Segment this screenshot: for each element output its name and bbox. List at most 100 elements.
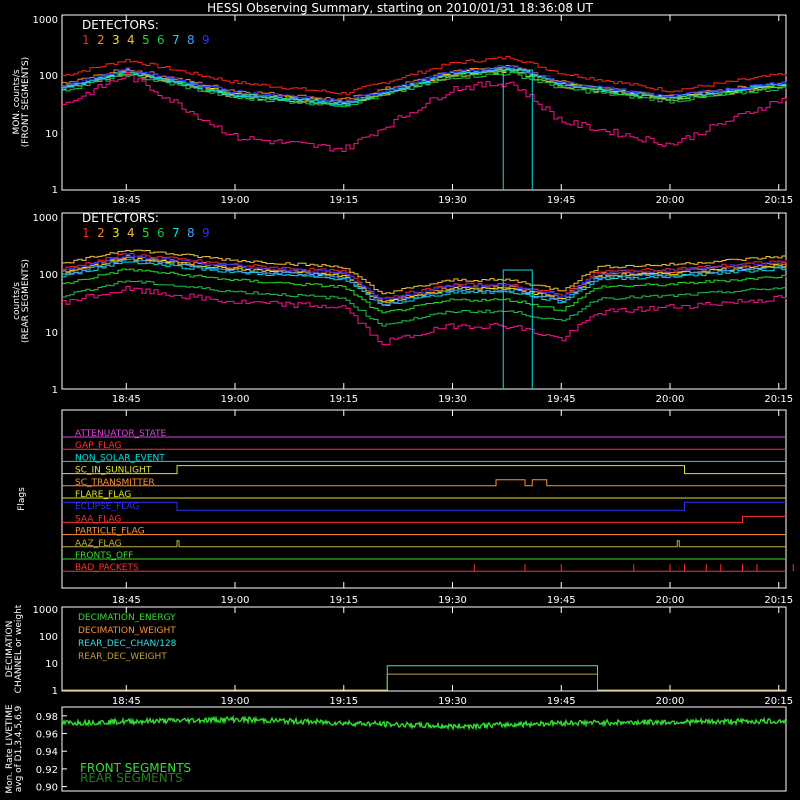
rear-series-4 xyxy=(62,249,787,295)
front-ylabel-1: MON. counts/s xyxy=(12,69,22,134)
xtick-label: 19:30 xyxy=(438,394,467,405)
rear-ylabel-1: counts/s xyxy=(12,282,22,320)
rear-xticks: 18:45 19:00 19:15 19:30 19:45 20:00 20:15 xyxy=(112,213,793,405)
rear-series-magenta xyxy=(62,286,787,346)
live-ytick: 0.98 xyxy=(36,712,58,723)
legend-number-9: 9 xyxy=(202,226,210,240)
chart-title: HESSI Observing Summary, starting on 201… xyxy=(207,1,593,15)
rear-series-1 xyxy=(62,253,787,299)
front-series-lines xyxy=(62,55,787,190)
flag-line-saa_flag xyxy=(62,515,786,523)
front-ytick-1000: 1000 xyxy=(33,15,58,26)
flags-panel-frame xyxy=(61,409,787,589)
legend-number-2: 2 xyxy=(97,33,105,47)
legend-number-3: 3 xyxy=(112,33,120,47)
xtick-label: 19:45 xyxy=(547,696,576,707)
front-panel-frame xyxy=(61,14,787,191)
front-series-4 xyxy=(62,69,787,105)
legend-number-1: 1 xyxy=(82,226,90,240)
rear-ytick-100: 100 xyxy=(39,270,58,281)
flag-label-non_solar_event: NON_SOLAR_EVENT xyxy=(75,453,165,463)
live-ytick: 0.92 xyxy=(36,765,58,776)
xtick-label: 18:45 xyxy=(112,195,141,206)
live-ytick: 0.90 xyxy=(36,783,58,794)
dec-legend-1: DECIMATION_WEIGHT xyxy=(78,626,176,636)
live-ytick: 0.96 xyxy=(36,730,58,741)
xtick-label: 19:45 xyxy=(547,595,576,606)
rear-segments-panel: counts/s (REAR SEGMENTS) 1000 100 10 1 D… xyxy=(12,211,793,405)
rear-series-7 xyxy=(62,261,787,306)
xtick-label: 19:00 xyxy=(221,696,250,707)
legend-number-5: 5 xyxy=(142,33,150,47)
flag-label-fronts_off: FRONTS_OFF xyxy=(75,551,133,561)
flag-rows: ATTENUATOR_STATE GAP_FLAG NON_SOLAR_EVENT S… xyxy=(62,429,794,573)
legend-number-5: 5 xyxy=(142,226,150,240)
dec-ylabel-1: DECIMATION xyxy=(5,621,15,678)
front-xticks: 18:45 19:00 19:15 19:30 19:45 20:00 20:15 xyxy=(112,15,793,206)
live-legend-1: REAR SEGMENTS xyxy=(80,771,183,785)
rear-dropout xyxy=(502,269,533,389)
xtick-label: 19:00 xyxy=(221,595,250,606)
rear-series-9 xyxy=(62,253,787,300)
dec-ytick-10: 10 xyxy=(45,659,58,670)
live-ytick: 0.94 xyxy=(36,747,58,758)
xtick-label: 20:00 xyxy=(656,696,685,707)
dec-ytick-1: 1 xyxy=(52,686,58,697)
flag-line-sc_in_sunlight xyxy=(62,465,786,475)
dec-line-1 xyxy=(62,673,786,691)
flag-label-bad_packets: BAD_PACKETS xyxy=(75,563,139,573)
xtick-label: 19:15 xyxy=(329,595,358,606)
flag-line-eclipse_flag xyxy=(62,501,786,511)
front-series-1 xyxy=(62,55,787,95)
xtick-label: 19:45 xyxy=(547,394,576,405)
xtick-label: 19:30 xyxy=(438,696,467,707)
rear-panel-frame xyxy=(61,212,787,390)
flag-line-sc_transmitter xyxy=(62,479,786,487)
xtick-label: 20:00 xyxy=(656,394,685,405)
xtick-label: 19:45 xyxy=(547,195,576,206)
xtick-label: 18:45 xyxy=(112,394,141,405)
xtick-label: 18:45 xyxy=(112,696,141,707)
xtick-label: 20:15 xyxy=(764,696,793,707)
xtick-label: 18:45 xyxy=(112,595,141,606)
legend-number-8: 8 xyxy=(187,226,195,240)
xtick-label: 20:15 xyxy=(764,595,793,606)
legend-number-8: 8 xyxy=(187,33,195,47)
front-dropout xyxy=(502,69,533,190)
rear-legend-title: DETECTORS: xyxy=(82,211,159,225)
xtick-label: 19:15 xyxy=(329,696,358,707)
livetime-panel-frame xyxy=(61,706,787,792)
livetime-front-line xyxy=(61,714,787,731)
legend-number-7: 7 xyxy=(172,226,180,240)
front-ytick-100: 100 xyxy=(39,71,58,82)
front-series-9 xyxy=(62,65,787,102)
rear-series-5 xyxy=(62,268,787,314)
livetime-panel: Mon. Rate LIVETIME avg of D1,3,4,5,6,9 0… xyxy=(5,704,787,794)
flags-ylabel: Flags xyxy=(17,487,27,511)
legend-number-6: 6 xyxy=(157,226,165,240)
legend-number-6: 6 xyxy=(157,33,165,47)
flag-label-gap_flag: GAP_FLAG xyxy=(75,441,121,451)
front-series-magenta xyxy=(62,72,787,152)
flag-label-particle_flag: PARTICLE_FLAG xyxy=(75,527,145,537)
front-series-5 xyxy=(62,68,787,106)
xtick-label: 19:00 xyxy=(221,195,250,206)
flag-label-eclipse_flag: ECLIPSE_FLAG xyxy=(75,502,139,512)
xtick-label: 19:30 xyxy=(438,195,467,206)
rear-series-8 xyxy=(62,258,787,306)
live-ylabel-1: Mon. Rate LIVETIME xyxy=(5,704,15,794)
dec-ytick-1000: 1000 xyxy=(33,605,58,616)
xtick-label: 19:15 xyxy=(329,195,358,206)
livetime-yticks: 0.98 0.96 0.94 0.92 0.90 xyxy=(36,712,67,794)
xtick-label: 19:15 xyxy=(329,394,358,405)
rear-series-2 xyxy=(62,255,787,303)
flag-label-sc_transmitter: SC_TRANSMITTER xyxy=(75,478,155,488)
legend-number-4: 4 xyxy=(127,226,135,240)
dec-legend-3: REAR_DEC_WEIGHT xyxy=(78,652,167,662)
rear-ytick-1: 1 xyxy=(52,385,58,396)
legend-number-9: 9 xyxy=(202,33,210,47)
xtick-label: 20:00 xyxy=(656,595,685,606)
dec-legend-2: REAR_DEC_CHAN/128 xyxy=(78,639,177,649)
